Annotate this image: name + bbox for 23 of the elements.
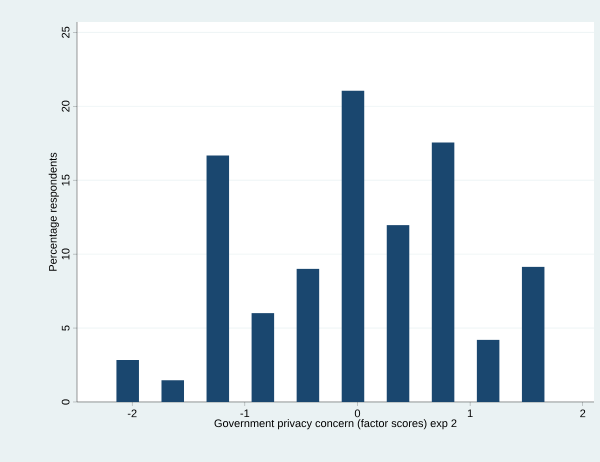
bar xyxy=(116,360,139,402)
y-tick-label: 15 xyxy=(62,174,70,186)
x-tick-label: 2 xyxy=(580,410,586,418)
x-tick-label: -2 xyxy=(128,410,137,418)
y-tick-label: 5 xyxy=(62,325,70,331)
y-tick-label: 25 xyxy=(62,26,70,38)
x-tick-label: 0 xyxy=(354,410,360,418)
x-tick-label: 1 xyxy=(468,410,473,418)
bar xyxy=(386,225,410,402)
x-tick-label: -1 xyxy=(240,410,250,418)
bar xyxy=(476,340,500,402)
y-axis-title: Percentage respondents xyxy=(48,152,59,271)
bar xyxy=(432,142,454,402)
bar xyxy=(252,313,274,402)
bar xyxy=(161,380,184,402)
x-axis-title: Government privacy concern (factor scores) exp 2 xyxy=(214,419,456,430)
bar xyxy=(522,266,544,402)
y-tick-label: 20 xyxy=(62,100,70,112)
bar xyxy=(342,90,364,402)
y-tick-label: 0 xyxy=(62,399,70,405)
bar xyxy=(296,268,320,402)
bar xyxy=(206,156,230,402)
y-tick-label: 10 xyxy=(62,248,70,260)
